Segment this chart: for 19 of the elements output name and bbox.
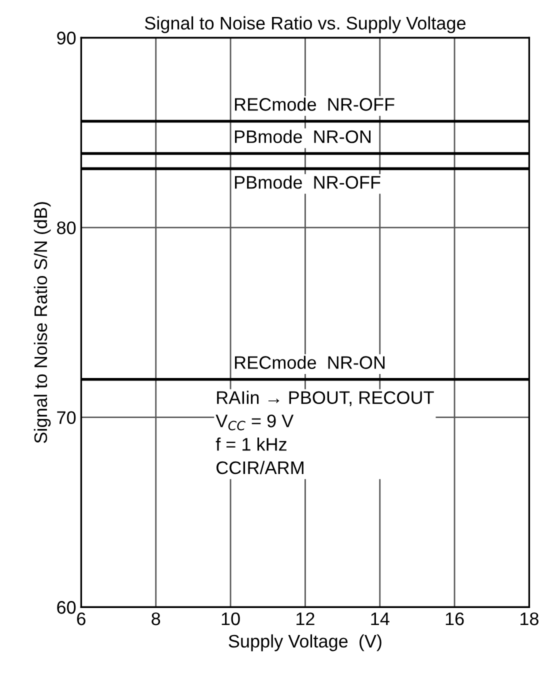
ref-line-label: RECmode NR-OFF [235,98,394,111]
x-tick-label: 10 [222,612,240,626]
y-tick-label: 70 [57,411,76,424]
ref-line-label: RECmode NR-ON [235,356,385,369]
y-axis-title: Signal to Noise Ratio S/N (dB) [34,202,51,444]
y-tick-label: 80 [57,221,76,234]
x-tick-label: 16 [446,612,464,626]
x-axis-title: Supply Voltage (V) [228,634,382,652]
x-tick-label: 14 [371,612,390,626]
y-tick-label: 90 [57,32,76,44]
y-tick-label: 60 [57,601,76,614]
annotation: RAIin → PBOUT, RECOUT V$_{CC}$ = 9 V f = 1 kHz CCIR/ARM [216,390,434,474]
x-tick-label: 12 [296,612,314,626]
ref-line-label: PBmode NR-OFF [235,176,380,189]
x-tick-label: 6 [77,612,86,626]
chart-title: Signal to Noise Ratio vs. Supply Voltage [144,16,466,34]
x-tick-label: 8 [152,612,160,626]
x-tick-label: 18 [520,612,538,626]
ref-line-label: PBmode NR-ON [235,130,371,144]
